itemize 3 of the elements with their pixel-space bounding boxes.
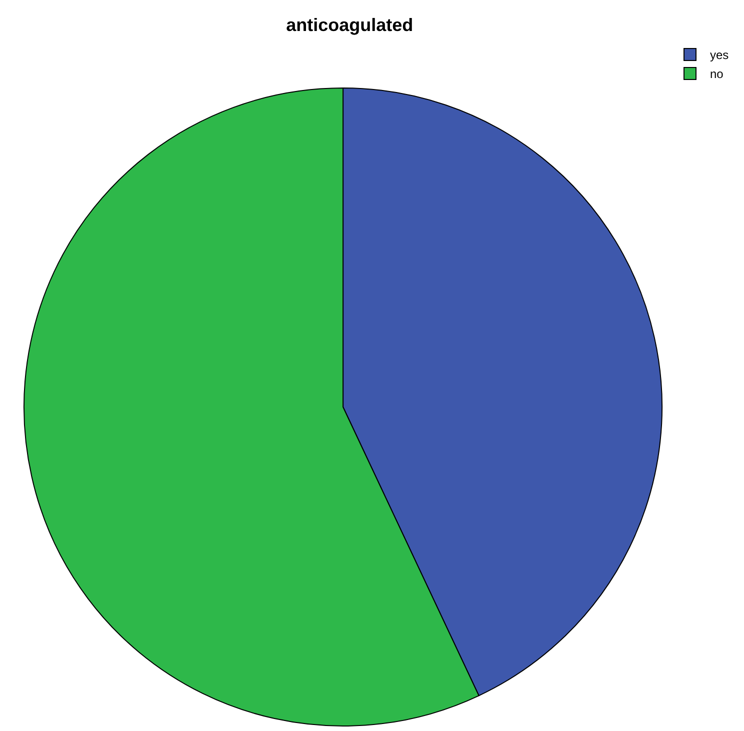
legend-label: no (710, 67, 724, 82)
legend-label: yes (710, 48, 729, 62)
chart-title: anticoagulated (286, 14, 414, 35)
